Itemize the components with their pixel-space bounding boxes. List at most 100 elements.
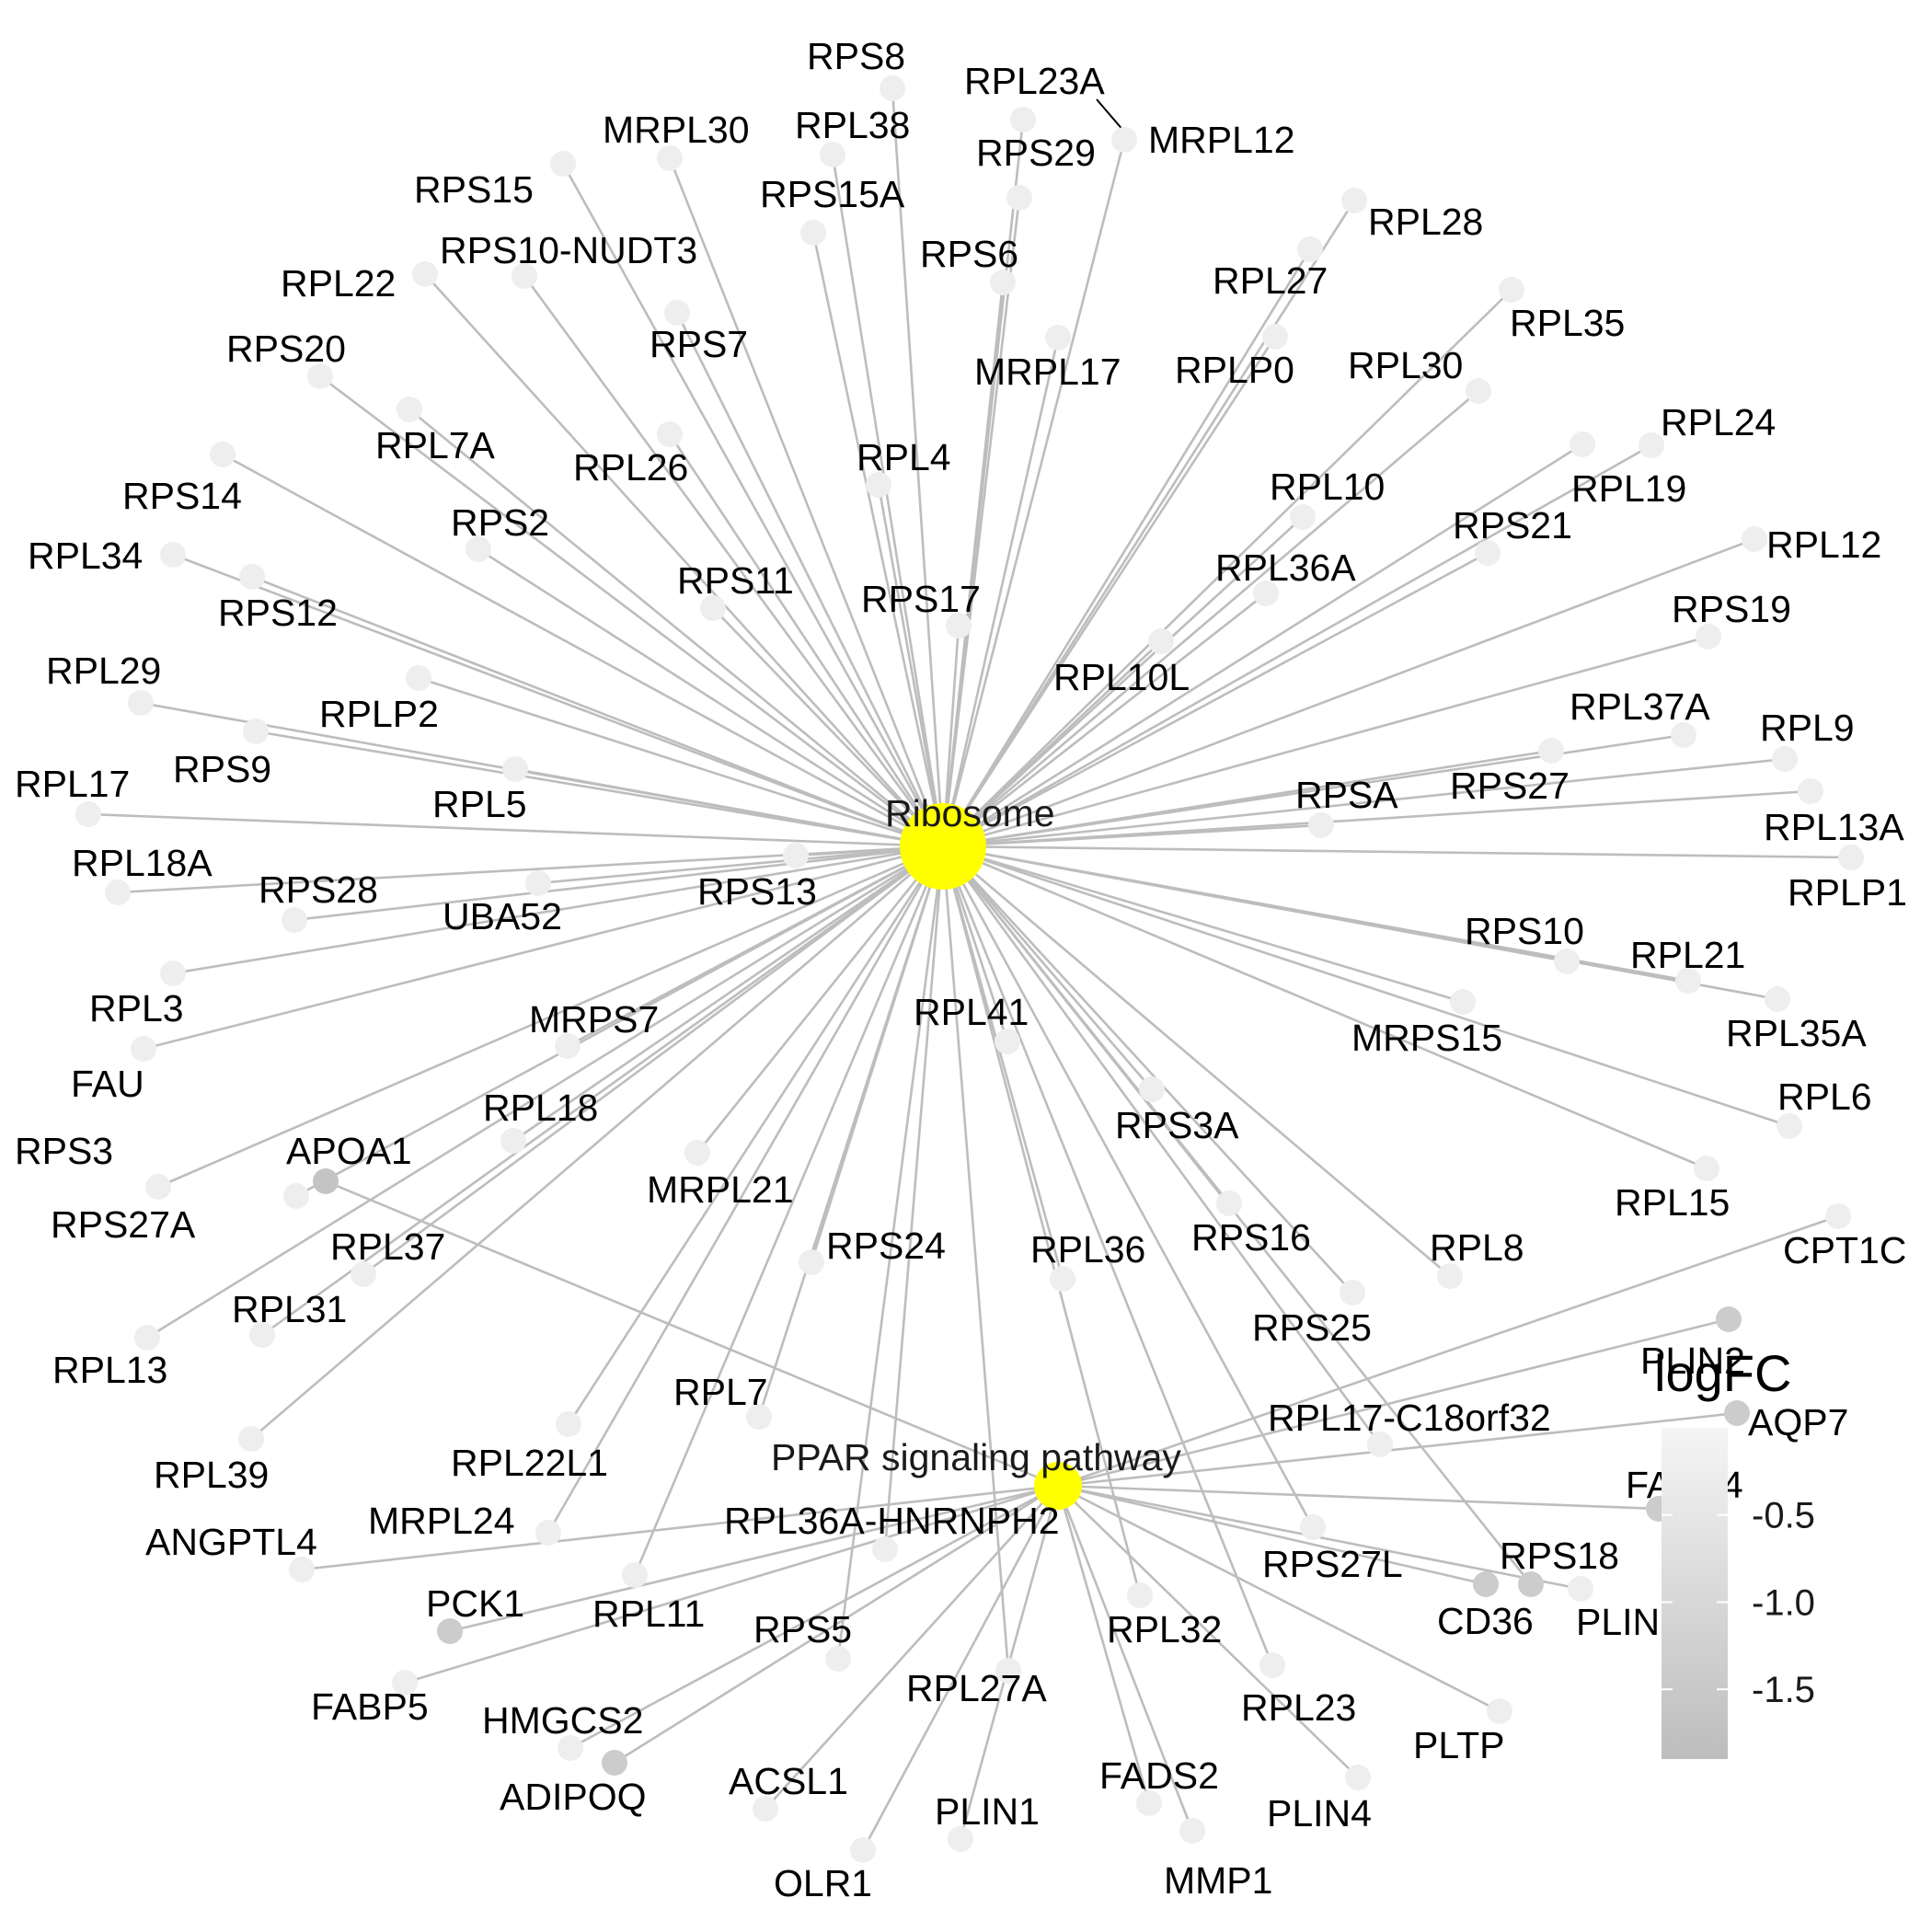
gene-label-mrpl21: MRPL21 <box>647 1168 794 1211</box>
gene-node-plin5 <box>1568 1576 1593 1602</box>
edge-rpl12 <box>942 537 1755 848</box>
gene-label-rpl26: RPL26 <box>573 446 688 489</box>
edge-rps19 <box>942 635 1709 848</box>
gene-label-rpl27: RPL27 <box>1213 259 1328 302</box>
gene-node-rpl34 <box>160 542 186 568</box>
gene-node-rpl29 <box>128 690 154 716</box>
gene-label-rpl22: RPL22 <box>281 262 396 305</box>
gene-label-acsl1: ACSL1 <box>729 1760 848 1802</box>
gene-label-rpl37: RPL37 <box>330 1225 445 1268</box>
edge-rps9 <box>255 730 944 848</box>
edge-rpl22l1 <box>567 845 945 1425</box>
gene-node-rps29 <box>1006 185 1032 211</box>
edge-rpl23 <box>941 845 1274 1666</box>
edge-rps2 <box>477 547 944 848</box>
edge-rpl3 <box>172 845 944 975</box>
gene-label-rpl41: RPL41 <box>914 991 1029 1033</box>
gene-node-rps24 <box>799 1249 824 1275</box>
gene-node-acsl1 <box>753 1796 778 1822</box>
gene-node-fau <box>131 1036 156 1062</box>
gene-node-rps13 <box>783 843 809 868</box>
gene-node-rps15a <box>800 220 826 246</box>
gene-label-rpl4: RPL4 <box>857 436 951 478</box>
edge-rps27 <box>942 749 1552 848</box>
gene-label-cd36: CD36 <box>1437 1600 1534 1642</box>
gene-node-rpl30 <box>1466 378 1491 404</box>
gene-node-rps17 <box>946 613 972 638</box>
gene-label-rpl38: RPL38 <box>795 104 910 146</box>
gene-label-rpl13a: RPL13A <box>1764 806 1904 848</box>
edge-rpl37 <box>362 845 944 1276</box>
gene-label-rpl17: RPL17 <box>15 763 130 805</box>
gene-node-rps10-nudt3 <box>512 263 537 289</box>
edge-fabp5 <box>404 1484 1059 1685</box>
edge-rpl27a <box>941 845 1010 1672</box>
edge-rpl38 <box>831 154 945 847</box>
edge-fau <box>143 845 944 1051</box>
gene-label-rps14: RPS14 <box>122 475 242 517</box>
gene-node-plin2 <box>1716 1306 1742 1332</box>
edge-mrpl24 <box>546 845 945 1534</box>
gene-label-rps12: RPS12 <box>218 592 338 634</box>
edge-rpl7a <box>408 408 944 848</box>
gene-node-rps9 <box>243 719 269 744</box>
gene-label-uba52: UBA52 <box>443 895 562 937</box>
gene-label-rps10: RPS10 <box>1465 910 1584 952</box>
gene-label-rpl29: RPL29 <box>46 650 161 692</box>
gene-node-mrps15 <box>1450 989 1476 1015</box>
gene-label-rps8: RPS8 <box>807 35 905 77</box>
edge-rps27l <box>941 845 1315 1528</box>
gene-label-rpl18a: RPL18A <box>72 842 213 884</box>
edge-plin4 <box>1057 1485 1359 1778</box>
gene-label-rpl8: RPL8 <box>1430 1226 1524 1269</box>
gene-label-rpl27a: RPL27A <box>906 1667 1047 1709</box>
gene-label-rpl39: RPL39 <box>154 1454 269 1496</box>
gene-node-rps6 <box>990 270 1016 295</box>
gene-label-rps6: RPS6 <box>920 233 1018 275</box>
gene-label-mrpl17: MRPL17 <box>974 351 1121 393</box>
edge-rplp0 <box>941 336 1277 847</box>
gene-node-rpl4 <box>866 472 891 498</box>
gene-node-rpl41 <box>995 1029 1020 1054</box>
gene-node-rpl15 <box>1694 1156 1719 1181</box>
gene-label-rps27l: RPS27L <box>1262 1543 1403 1585</box>
gene-label-rpl32: RPL32 <box>1107 1608 1222 1650</box>
gene-label-olr1: OLR1 <box>774 1862 872 1904</box>
gene-node-rps12 <box>239 564 265 590</box>
gene-node-rpl19 <box>1570 431 1595 457</box>
gene-node-rpl13a <box>1798 778 1823 804</box>
gene-label-rpl17-c18orf32: RPL17-C18orf32 <box>1268 1397 1551 1439</box>
gene-label-rps27: RPS27 <box>1450 765 1570 807</box>
gene-node-rps20 <box>307 363 333 389</box>
gene-label-rpl10l: RPL10L <box>1053 656 1190 698</box>
edge-rpl35 <box>942 289 1512 847</box>
gene-node-rpl7 <box>746 1404 772 1430</box>
edge-uba52 <box>537 845 944 885</box>
legend-tick-label: -1.0 <box>1752 1582 1815 1623</box>
gene-label-rpl13: RPL13 <box>52 1349 167 1391</box>
gene-node-rps27a <box>283 1183 309 1209</box>
gene-node-rpl27a <box>995 1658 1021 1684</box>
edge-rps29 <box>941 197 1021 847</box>
gene-node-rpl11 <box>622 1562 648 1588</box>
edge-rps14 <box>222 453 944 848</box>
gene-node-rps3 <box>145 1174 171 1200</box>
gene-label-rps20: RPS20 <box>226 328 346 370</box>
gene-label-rpl7: RPL7 <box>673 1371 768 1413</box>
gene-label-rpl12: RPL12 <box>1766 523 1881 566</box>
edge-mrpl21 <box>696 845 945 1154</box>
gene-node-adipoq <box>602 1750 627 1776</box>
gene-node-rpl9 <box>1772 746 1798 772</box>
gene-label-rpl23a: RPL23A <box>964 60 1105 102</box>
gene-node-rps19 <box>1696 624 1721 650</box>
gene-label-mrps15: MRPS15 <box>1351 1017 1502 1059</box>
gene-label-mrpl30: MRPL30 <box>603 109 750 151</box>
edge-rpl28 <box>941 200 1356 847</box>
gene-label-rpl18: RPL18 <box>483 1087 598 1129</box>
gene-node-rpl27 <box>1297 236 1323 262</box>
gene-node-rps7 <box>664 300 690 326</box>
gene-label-rplp1: RPLP1 <box>1788 871 1907 914</box>
edge-rpl19 <box>942 443 1583 848</box>
gene-label-rps28: RPS28 <box>259 868 378 911</box>
